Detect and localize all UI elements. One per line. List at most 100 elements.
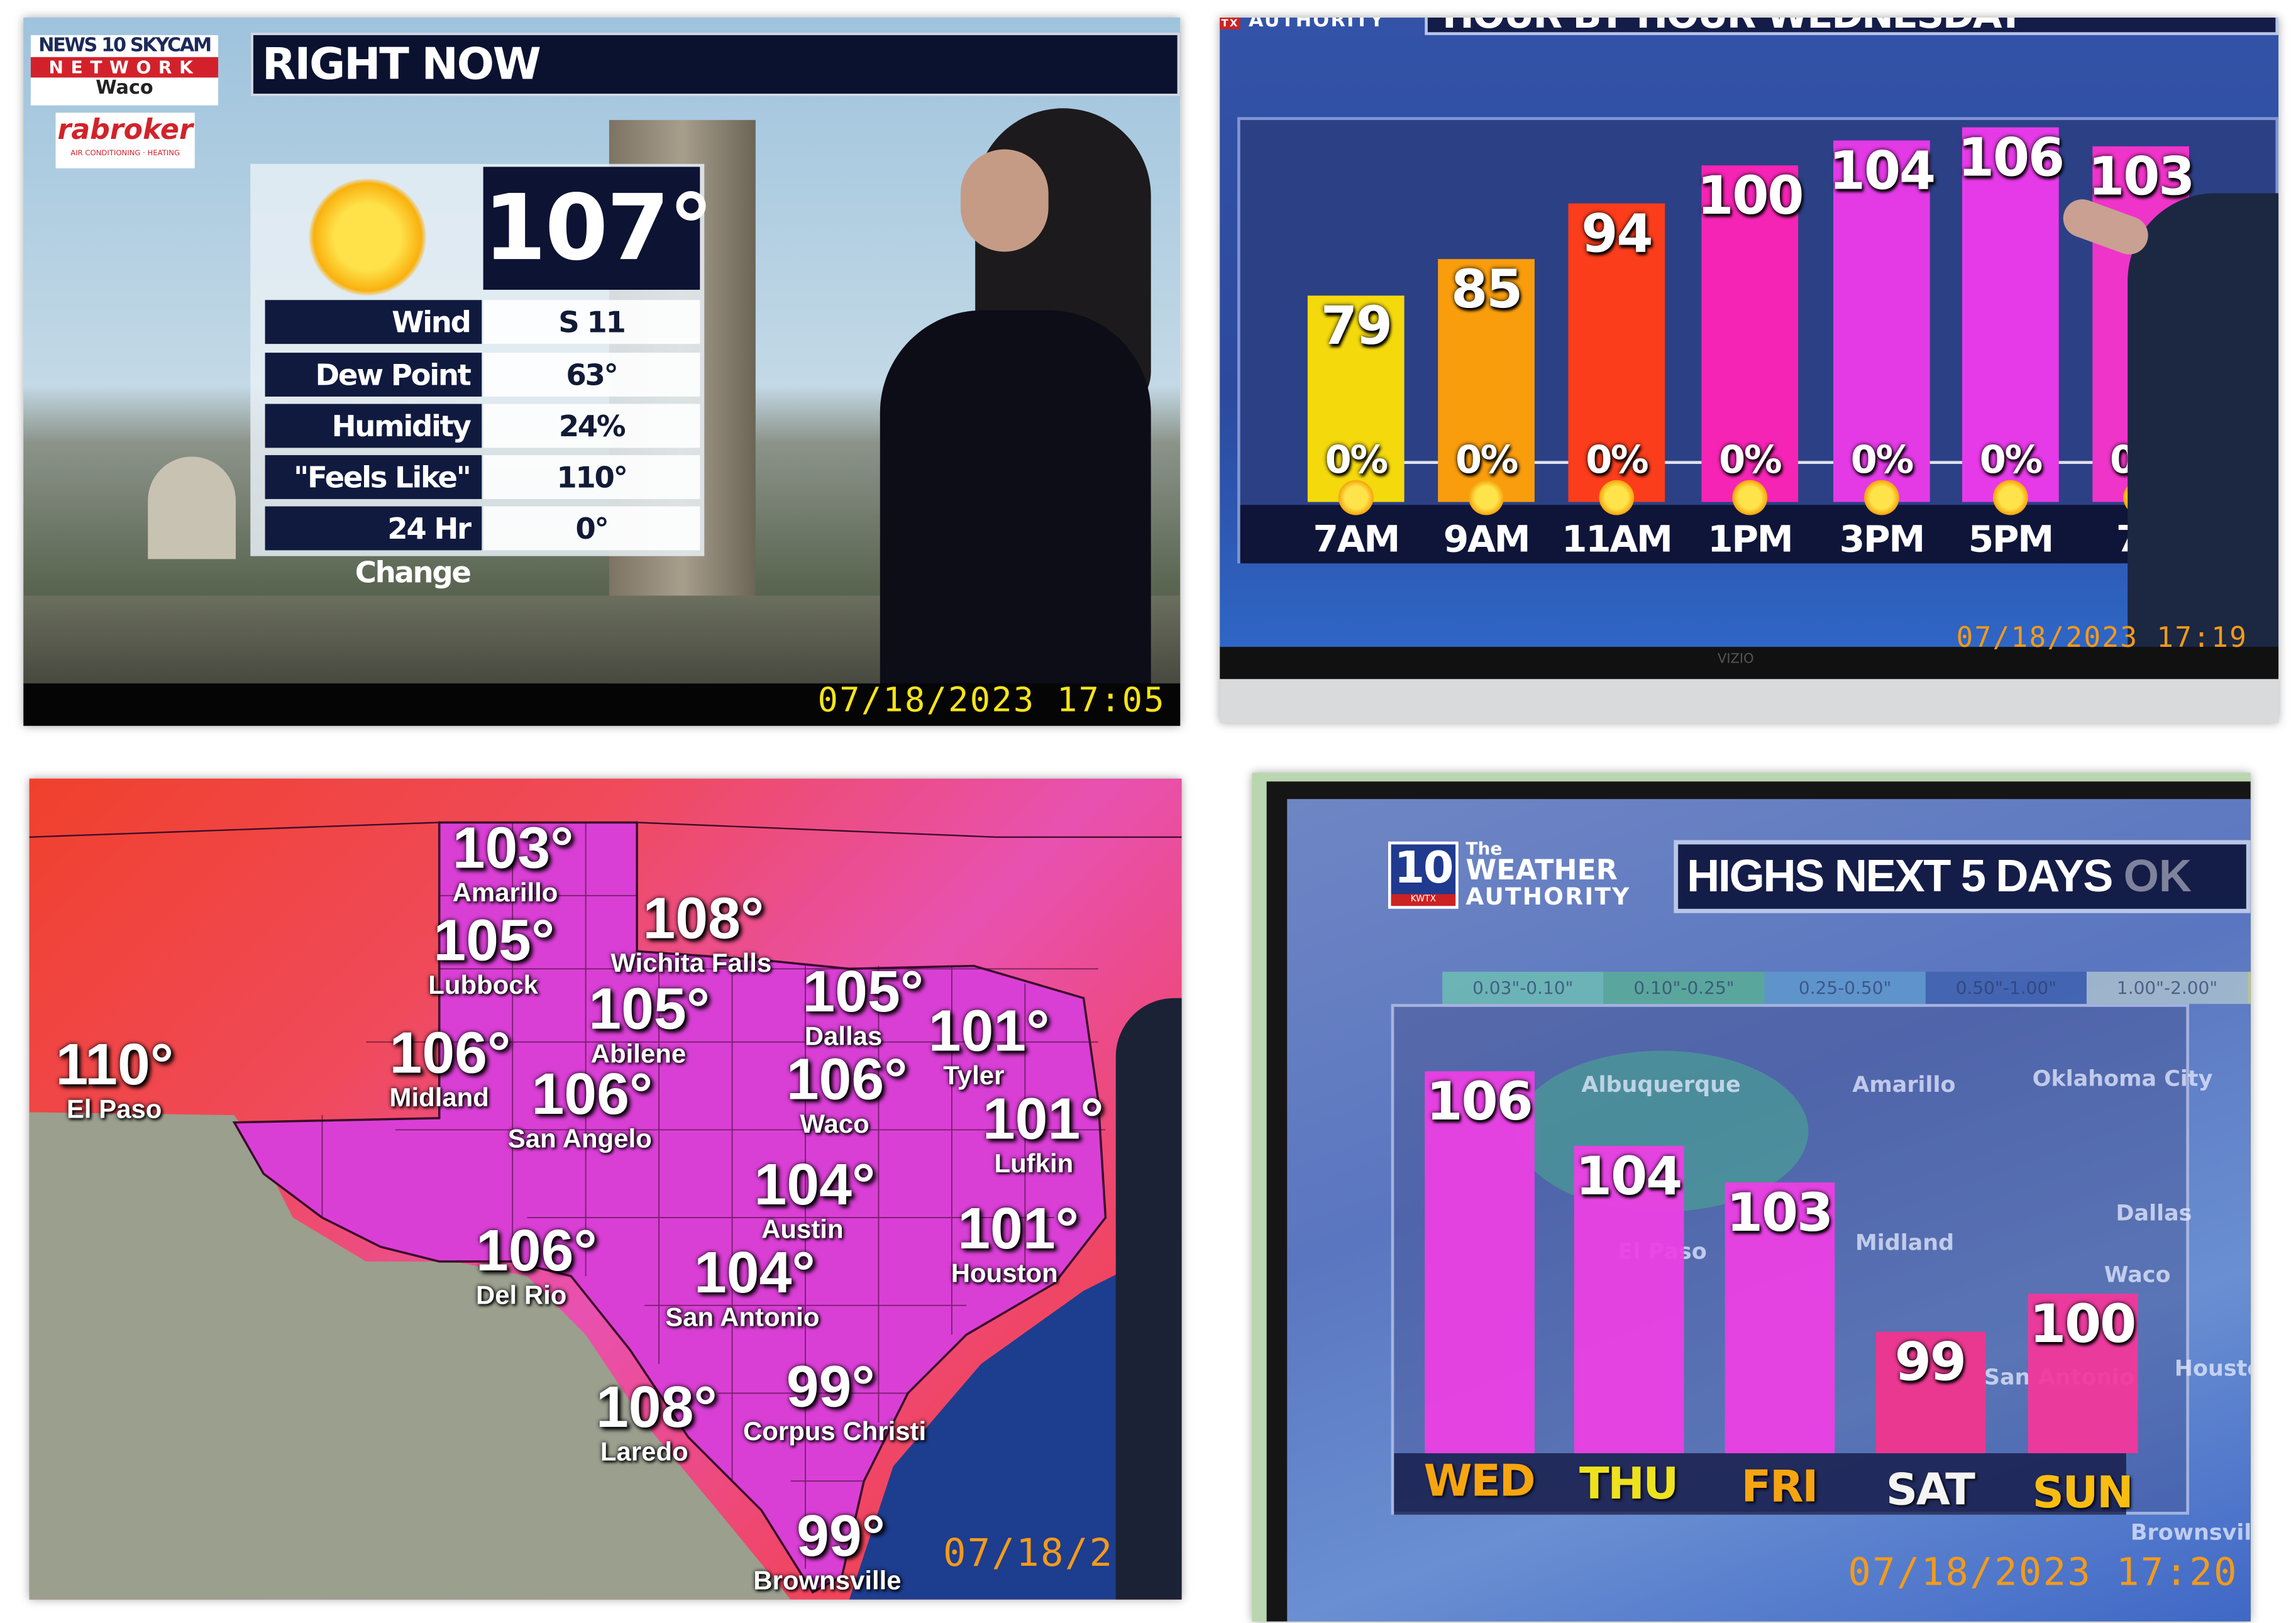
chart-title: HOUR BY HOUR WEDNESDAY <box>1442 18 2024 32</box>
bar-value-label: 103 <box>2088 148 2195 209</box>
condition-label: "Feels Like" <box>265 455 482 499</box>
city-temperature: 105° <box>802 960 924 1025</box>
daily-high-bar <box>1425 1072 1535 1453</box>
condition-value: 0° <box>483 506 700 551</box>
day-label: SUN <box>2032 1468 2134 1519</box>
legend-swatch: 0.03"-0.10" <box>1442 971 1604 1004</box>
mexico-terrain <box>29 1112 791 1600</box>
condition-label: Dew Point <box>265 353 482 397</box>
map-city-label: Midland <box>1855 1229 1955 1256</box>
tv-bezel: VIZIO <box>1220 647 2279 679</box>
station-logo: NEWS 10 SKYCAM NETWORK Waco <box>30 35 219 106</box>
sun-icon <box>1732 480 1768 515</box>
logo-line2: WEATHER <box>1465 854 1618 887</box>
sponsor-logo: rabroker AIR CONDITIONING · HEATING <box>55 113 195 168</box>
city-name: Houston <box>951 1258 1058 1288</box>
city-name: Amarillo <box>452 878 558 908</box>
city-temperature: 99° <box>797 1504 885 1569</box>
bar-value-label: 100 <box>2029 1295 2136 1356</box>
hourly-panel: TX AUTHORITY HOUR BY HOUR WEDNESDAY 79 0%… <box>1220 17 2279 723</box>
city-temperature: 108° <box>643 886 764 952</box>
city-temperature: 108° <box>595 1375 717 1440</box>
city-name: Lufkin <box>994 1148 1074 1179</box>
logo-line3: Waco <box>96 77 153 100</box>
city-temperature: 104° <box>693 1241 815 1306</box>
page-title: RIGHT NOW <box>262 39 541 91</box>
hourly-bar <box>1701 165 1799 502</box>
city-name: Austin <box>761 1214 844 1244</box>
map-city-label: Oklahoma City <box>2032 1065 2213 1092</box>
city-name: El Paso <box>66 1094 162 1125</box>
daily-high-bar <box>1574 1145 1684 1453</box>
city-temperature: 106° <box>389 1021 511 1086</box>
hour-label: 7AM <box>1313 518 1400 561</box>
bar-value-label: 104 <box>1828 141 1936 202</box>
precip-chance-label: 0% <box>1850 439 1914 483</box>
hour-label-band <box>1240 505 2279 564</box>
legend-swatch: 0.50"-1.00" <box>1925 971 2087 1004</box>
map-city-label: Brownsville <box>2130 1519 2251 1546</box>
chart-title: HIGHS NEXT 5 DAYS <box>1687 850 2113 902</box>
map-city-label: Dallas <box>2116 1200 2192 1227</box>
legend-swatch: 2.0 <box>2248 971 2251 1004</box>
sun-icon <box>1469 480 1504 515</box>
title-ghost: OK <box>2123 850 2192 902</box>
city-temperature: 106° <box>786 1047 908 1113</box>
legend-swatch: 1.00"-2.00" <box>2086 971 2248 1004</box>
condition-value: S 11 <box>483 300 700 344</box>
presenter <box>1115 998 1182 1600</box>
logo-line1: The <box>1465 839 1503 859</box>
map-city-label: Amarillo <box>1852 1071 1956 1098</box>
brand-text: TX AUTHORITY <box>1220 17 1421 33</box>
presenter-face <box>960 149 1049 252</box>
map-city-label: Waco <box>2104 1261 2171 1288</box>
logo-number: 10 <box>1394 843 1454 894</box>
tv-brand: VIZIO <box>1718 652 1754 668</box>
city-name: Del Rio <box>475 1280 567 1310</box>
city-name: Waco <box>800 1109 869 1139</box>
brand-label: AUTHORITY <box>1249 17 1386 33</box>
hourly-bar <box>1962 128 2059 502</box>
logo-line2: NETWORK <box>30 57 219 78</box>
precip-chance-label: 0% <box>1719 439 1782 483</box>
photo-timestamp: 07/18/2023 17:05 <box>817 681 1166 720</box>
city-temperature: 105° <box>588 977 710 1042</box>
city-name: Dallas <box>804 1021 883 1051</box>
city-name: Corpus Christi <box>743 1416 927 1446</box>
hourly-bar <box>1438 258 1535 502</box>
title-bar: HOUR BY HOUR WEDNESDAY <box>1425 17 2279 35</box>
city-name: Brownsville <box>753 1566 902 1595</box>
presenter <box>2128 193 2279 676</box>
legend-swatch: 0.25-0.50" <box>1764 971 1926 1004</box>
title-bar: HIGHS NEXT 5 DAYS OK <box>1674 840 2251 913</box>
city-name: Laredo <box>600 1437 688 1466</box>
texas-state <box>232 821 1107 1594</box>
highs-panel: 10 KWTX The WEATHER AUTHORITY HIGHS NEXT… <box>1252 773 2251 1622</box>
bar-value-label: 106 <box>1957 129 2065 190</box>
sun-icon <box>1599 480 1635 515</box>
city-name: Wichita Falls <box>610 948 772 978</box>
city-temperature: 106° <box>531 1062 653 1127</box>
condition-value: 24% <box>483 404 700 448</box>
bar-value-label: 85 <box>1450 260 1523 321</box>
bar-value-label: 106 <box>1426 1073 1533 1133</box>
hourly-bar <box>1833 140 1930 502</box>
map-graphic <box>29 821 1182 1600</box>
texas-temperature-map: 103° Amarillo 105° Lubbock 108° Wichita Falls… <box>29 778 1182 1600</box>
city-temperature: 106° <box>475 1219 597 1284</box>
hour-label: 3PM <box>1839 518 1926 561</box>
map-city-label: Houston <box>2174 1355 2251 1382</box>
right-now-panel: NEWS 10 SKYCAM NETWORK Waco rabroker AIR… <box>23 17 1181 726</box>
oklahoma-border <box>29 822 1182 838</box>
sponsor-sub: AIR CONDITIONING · HEATING <box>70 149 180 158</box>
legend-swatch: 0.10"-0.25" <box>1603 971 1765 1004</box>
kwtx-logo: 10 KWTX <box>1388 841 1459 909</box>
photo-timestamp: 07/18/2023 17:20 <box>1848 1551 2238 1595</box>
sun-icon <box>309 179 426 296</box>
condition-value: 63° <box>483 353 700 397</box>
day-label-band <box>1394 1453 2126 1515</box>
condition-label: Humidity <box>265 404 482 448</box>
precip-legend: 0.03"-0.10" 0.10"-0.25" 0.25-0.50" 0.50"-1.… <box>1442 971 2251 1004</box>
hour-label: 11AM <box>1561 518 1673 561</box>
map-city-label: Albuquerque <box>1581 1071 1741 1098</box>
